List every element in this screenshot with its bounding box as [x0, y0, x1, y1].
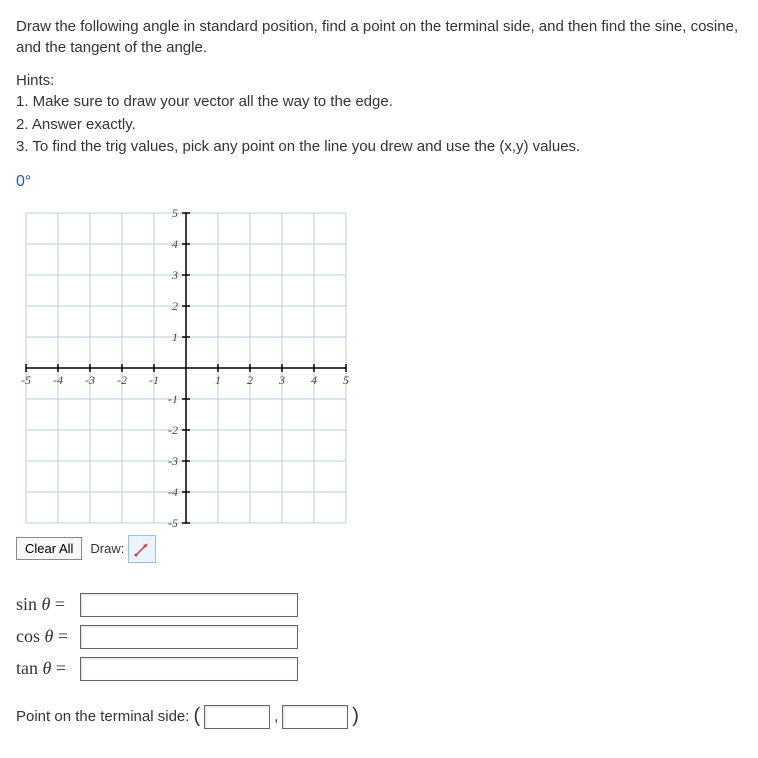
svg-text:1: 1: [172, 330, 178, 344]
hints-list: 1. Make sure to draw your vector all the…: [16, 91, 742, 159]
svg-text:-4: -4: [53, 373, 63, 387]
svg-text:-3: -3: [168, 454, 178, 468]
svg-text:5: 5: [172, 206, 178, 220]
cos-input[interactable]: [80, 625, 298, 649]
svg-text:4: 4: [172, 237, 178, 251]
angle-value: 0°: [16, 173, 742, 191]
svg-text:-1: -1: [168, 392, 178, 406]
hint-item: 2. Answer exactly.: [16, 114, 742, 137]
sin-input[interactable]: [80, 593, 298, 617]
tan-label: tan θ =: [16, 658, 80, 679]
svg-text:2: 2: [247, 373, 253, 387]
draw-label: Draw:: [90, 541, 124, 556]
comma: ,: [274, 708, 278, 725]
sin-label: sin θ =: [16, 594, 80, 615]
svg-text:-2: -2: [117, 373, 127, 387]
open-paren: (: [193, 705, 200, 728]
arrow-icon: [132, 539, 152, 559]
trig-inputs: sin θ = cos θ = tan θ =: [16, 593, 742, 681]
point-x-input[interactable]: [204, 705, 270, 729]
clear-all-button[interactable]: Clear All: [16, 537, 82, 560]
arrow-tool-button[interactable]: [128, 535, 156, 563]
svg-text:-3: -3: [85, 373, 95, 387]
svg-text:5: 5: [343, 373, 349, 387]
svg-text:-1: -1: [149, 373, 159, 387]
svg-text:1: 1: [215, 373, 221, 387]
instructions-text: Draw the following angle in standard pos…: [16, 16, 742, 58]
tan-input[interactable]: [80, 657, 298, 681]
hints-heading: Hints:: [16, 72, 742, 89]
svg-text:3: 3: [278, 373, 285, 387]
cos-label: cos θ =: [16, 626, 80, 647]
svg-text:-5: -5: [168, 516, 178, 530]
svg-text:3: 3: [171, 268, 178, 282]
point-y-input[interactable]: [282, 705, 348, 729]
point-label: Point on the terminal side:: [16, 708, 189, 725]
svg-text:2: 2: [172, 299, 178, 313]
svg-text:-4: -4: [168, 485, 178, 499]
hint-item: 1. Make sure to draw your vector all the…: [16, 91, 742, 114]
coordinate-grid[interactable]: -5 -4 -3 -2 -1 1 2 3 4 5 5 4 3 2 1 -1 -2 -3 -4 -5: [16, 203, 356, 533]
hint-item: 3. To find the trig values, pick any poi…: [16, 136, 742, 159]
svg-text:-2: -2: [168, 423, 178, 437]
draw-toolbar: Clear All Draw:: [16, 535, 356, 563]
svg-text:4: 4: [311, 373, 317, 387]
terminal-point-row: Point on the terminal side: ( , ): [16, 705, 742, 729]
svg-text:-5: -5: [21, 373, 31, 387]
close-paren: ): [352, 705, 359, 728]
